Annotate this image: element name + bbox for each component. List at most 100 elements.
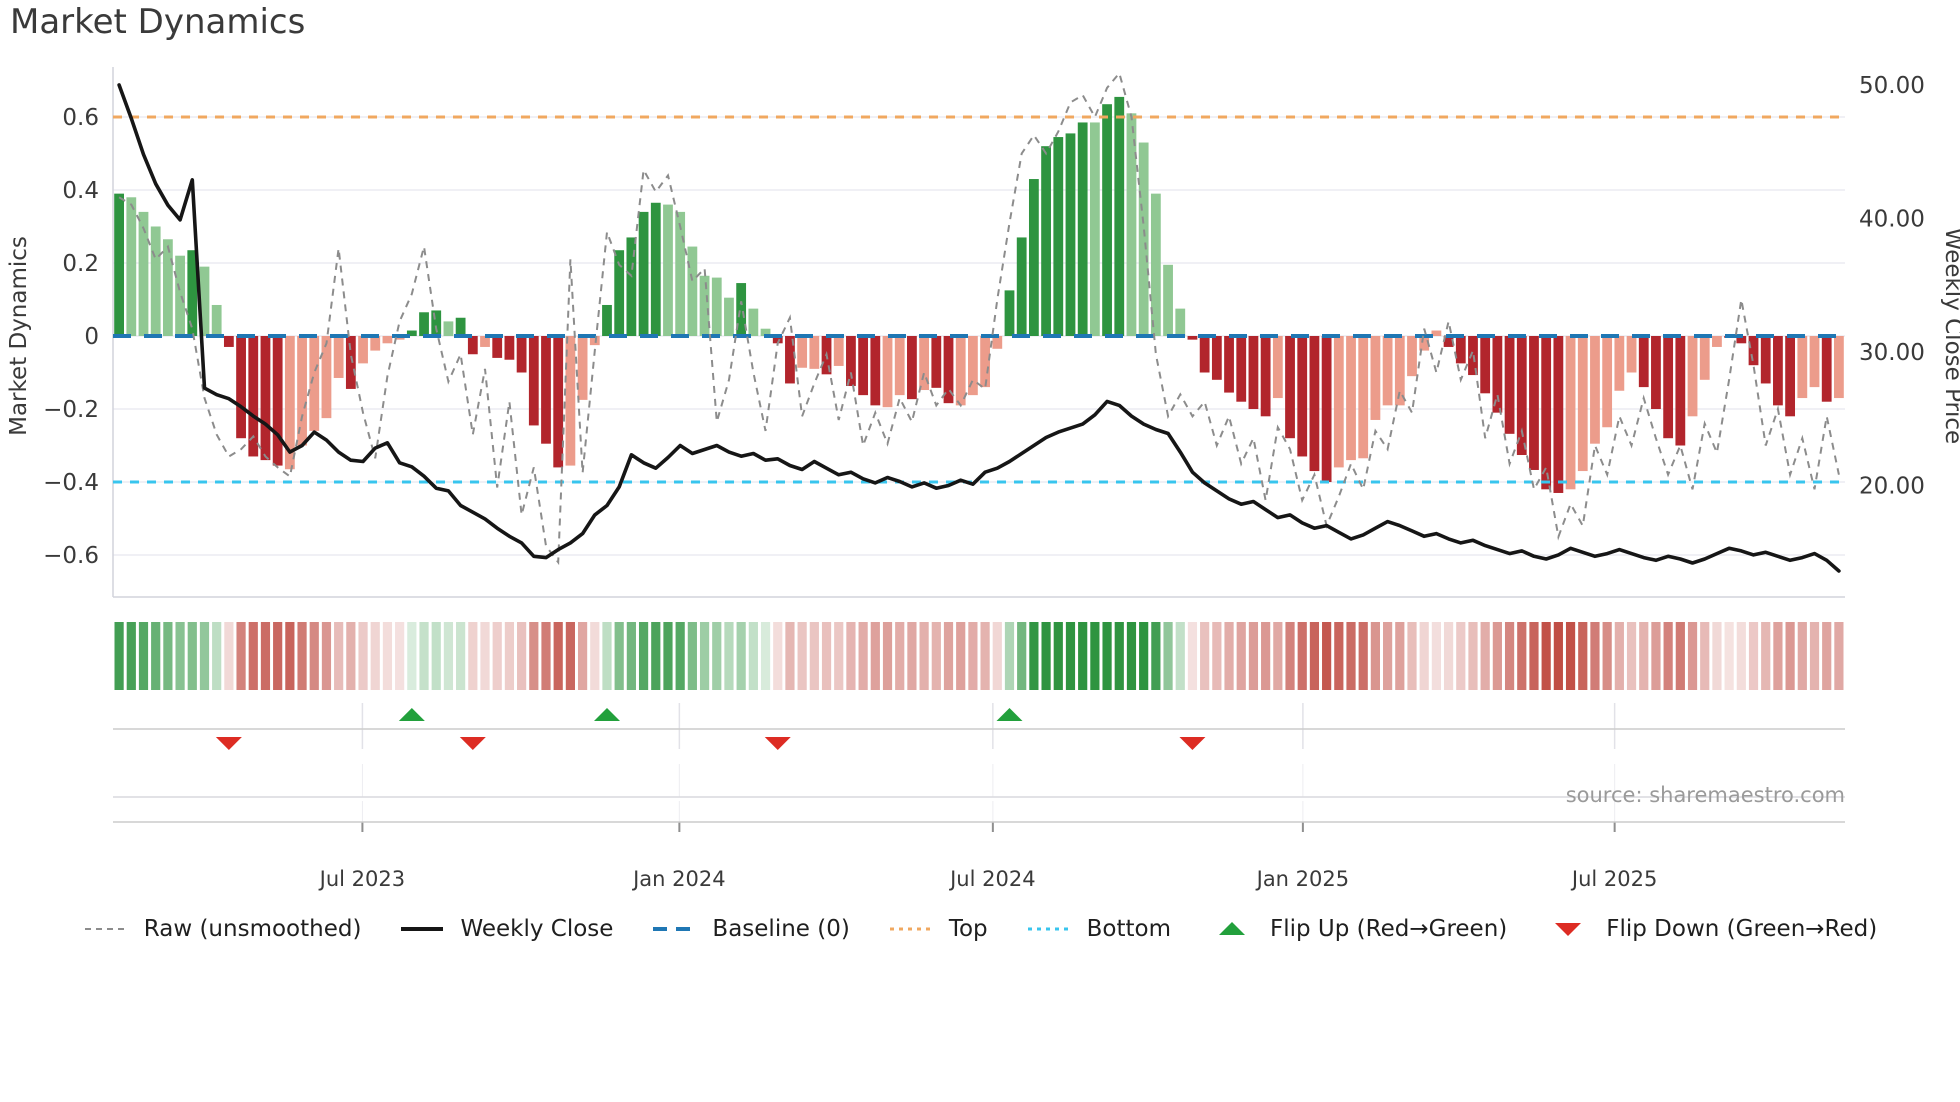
heat-cell bbox=[1322, 622, 1332, 690]
legend-label: Flip Down (Green→Red) bbox=[1606, 916, 1878, 942]
legend-item-3: Top bbox=[888, 916, 988, 942]
momentum-bar bbox=[541, 336, 551, 444]
momentum-bar bbox=[1004, 290, 1015, 336]
heat-cell bbox=[1590, 622, 1600, 690]
momentum-bar bbox=[1028, 179, 1039, 336]
heat-cell bbox=[1468, 622, 1478, 690]
heat-cell bbox=[456, 622, 466, 690]
momentum-bar bbox=[772, 336, 783, 344]
heat-cell bbox=[895, 622, 905, 690]
momentum-bar bbox=[199, 266, 210, 336]
momentum-bar bbox=[1480, 336, 1491, 394]
momentum-bar bbox=[1382, 336, 1393, 406]
flip-up-marker bbox=[593, 708, 620, 721]
heat-cell bbox=[736, 622, 746, 690]
momentum-bar bbox=[297, 336, 307, 446]
momentum-bar bbox=[1614, 336, 1625, 391]
heat-cell bbox=[687, 622, 697, 690]
heat-cell bbox=[1419, 622, 1429, 690]
heat-cell bbox=[663, 622, 673, 690]
momentum-bar bbox=[1541, 336, 1552, 490]
legend-swatch bbox=[889, 927, 932, 931]
heat-cell bbox=[1761, 622, 1771, 690]
momentum-bar bbox=[1699, 336, 1710, 380]
heat-cell bbox=[1224, 622, 1234, 690]
heat-cell bbox=[395, 622, 405, 690]
flip-up-marker bbox=[398, 708, 425, 721]
heat-cell bbox=[1090, 622, 1100, 690]
momentum-bar bbox=[1797, 336, 1808, 399]
momentum-bar bbox=[504, 336, 515, 360]
momentum-bar bbox=[1236, 336, 1247, 402]
heat-cell bbox=[773, 622, 783, 690]
y-right-tick: 40.00 bbox=[1859, 207, 1925, 233]
heat-cell bbox=[212, 622, 222, 690]
momentum-bar bbox=[1504, 336, 1515, 434]
momentum-bar bbox=[480, 336, 490, 347]
heat-cell bbox=[114, 622, 124, 690]
momentum-bar bbox=[809, 336, 820, 369]
flip-down-marker bbox=[764, 737, 791, 750]
momentum-bar bbox=[382, 336, 393, 344]
legend-item-1: Weekly Close bbox=[399, 916, 613, 942]
momentum-bar bbox=[1687, 336, 1698, 417]
reference-lines bbox=[113, 115, 1845, 484]
heat-cell bbox=[1017, 622, 1027, 690]
heat-cell bbox=[1004, 622, 1015, 690]
heat-cell bbox=[151, 622, 161, 690]
momentum-bar bbox=[1163, 264, 1173, 336]
momentum-bar bbox=[345, 336, 356, 389]
heat-cell bbox=[1639, 622, 1649, 690]
y-right-tick: 20.00 bbox=[1859, 474, 1925, 500]
momentum-bar bbox=[333, 336, 344, 378]
legend-swatch bbox=[84, 928, 127, 930]
heat-cell bbox=[382, 622, 393, 690]
heat-cell bbox=[821, 622, 832, 690]
heat-cell bbox=[724, 622, 734, 690]
flip-down-marker bbox=[1179, 737, 1206, 750]
heat-cell bbox=[431, 622, 441, 690]
heat-cell bbox=[1602, 622, 1612, 690]
heat-cell bbox=[138, 622, 149, 690]
heat-cell bbox=[273, 622, 283, 690]
momentum-bar bbox=[602, 304, 612, 336]
heat-cell bbox=[1626, 622, 1637, 690]
heat-cell bbox=[1334, 622, 1344, 690]
heat-cell bbox=[1358, 622, 1368, 690]
heat-cell bbox=[809, 622, 819, 690]
heat-cell bbox=[760, 622, 771, 690]
heat-cell bbox=[590, 622, 600, 690]
momentum-bar bbox=[1443, 336, 1454, 347]
momentum-bar bbox=[1626, 336, 1637, 373]
legend-label: Baseline (0) bbox=[712, 916, 850, 942]
heat-cell bbox=[1126, 622, 1137, 690]
legend-swatch bbox=[653, 927, 696, 931]
momentum-bar bbox=[1663, 336, 1674, 439]
momentum-bar bbox=[1346, 336, 1356, 461]
momentum-bar bbox=[870, 336, 881, 406]
momentum-bar bbox=[1138, 142, 1149, 336]
heat-cell bbox=[1492, 622, 1502, 690]
heat-cell bbox=[675, 622, 685, 690]
momentum-bar bbox=[907, 336, 917, 400]
legend-label: Flip Up (Red→Green) bbox=[1270, 916, 1508, 942]
heat-cell bbox=[1114, 622, 1124, 690]
momentum-bar bbox=[1321, 336, 1332, 483]
legend-label: Weekly Close bbox=[460, 916, 614, 942]
momentum-bar bbox=[589, 336, 600, 346]
heat-cell bbox=[1443, 622, 1454, 690]
heat-cell bbox=[480, 622, 490, 690]
legend-swatch bbox=[401, 927, 444, 931]
y-axis-right-title: Weekly Close Price bbox=[1940, 228, 1960, 444]
heat-cell bbox=[1578, 622, 1588, 690]
y-left-tick: −0.4 bbox=[43, 470, 99, 496]
heat-cell bbox=[1078, 622, 1088, 690]
heat-cell bbox=[699, 622, 710, 690]
heat-cell bbox=[834, 622, 844, 690]
heat-cell bbox=[1163, 622, 1173, 690]
heat-cell bbox=[748, 622, 758, 690]
heat-cell bbox=[1151, 622, 1161, 690]
flip-down-marker bbox=[459, 737, 486, 750]
heat-cell bbox=[602, 622, 612, 690]
market-dynamics-chart: 0.6 0.4 0.2 0 −0.2 −0.4 −0.6 50.00 40.00 30.00 20.… bbox=[6, 67, 1960, 891]
